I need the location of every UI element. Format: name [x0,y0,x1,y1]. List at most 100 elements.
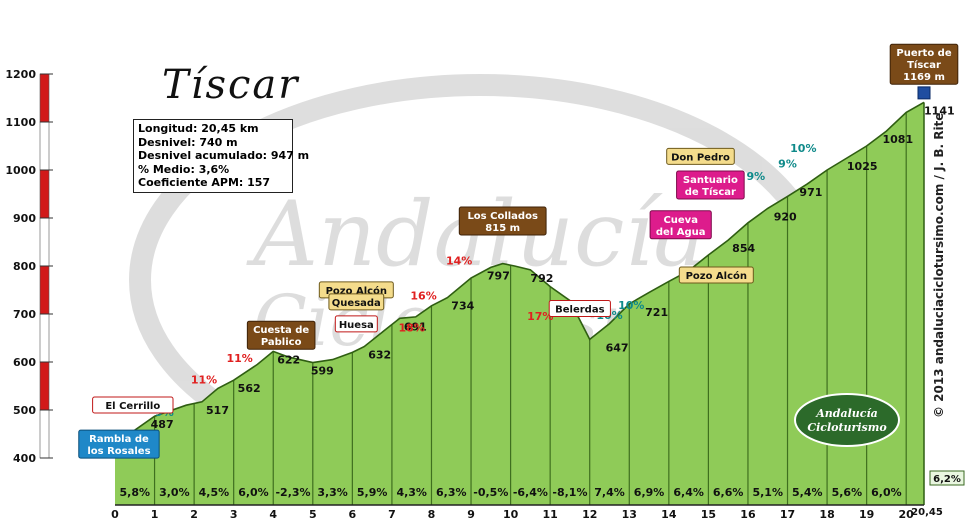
segment-grade: 7,4% [594,486,625,499]
place-label-box [458,206,547,236]
place-label-text: Los Collados [467,211,538,222]
x-tick-label: 5 [309,508,317,521]
altitude-label: 792 [530,272,553,285]
x-tick-label: 18 [819,508,834,521]
info-apm: Coeficiente APM: 157 [138,176,271,189]
x-tick-label: 11 [543,508,558,521]
profile-line [114,101,925,445]
altitude-label: 632 [368,349,391,362]
steep-grade-label: 16% [410,290,436,303]
altitude-label: 517 [206,404,229,417]
y-tick-label: 400 [13,452,36,465]
y-tick-label: 800 [13,260,36,273]
steep-grade-label: 11% [191,374,217,387]
summit-marker [917,86,931,100]
steep-grade-label: 10% [790,142,816,155]
altitude-label: 854 [732,242,755,255]
y-tick-label: 700 [13,308,36,321]
steep-grade-label: 14% [446,255,472,268]
chart-title: Tíscar [162,62,300,108]
altitude-label: 1141 [924,104,955,117]
info-drop: Desnivel: 740 m [138,135,238,149]
place-label-box [889,43,959,85]
y-tick-label: 1200 [5,68,36,81]
route-info-box: Longitud: 20,45 km Desnivel: 740 m Desni… [133,119,309,193]
info-length: Longitud: 20,45 km [138,122,259,135]
x-tick-label: 10 [503,508,519,521]
place-label-text: 815 m [485,223,520,234]
x-end-label: 20,45 [911,507,943,518]
altitude-label: 622 [277,353,300,366]
x-tick-label: 20 [899,508,915,521]
x-tick-label: 6 [349,508,357,521]
place-label-text: Puerto de [896,48,951,59]
altitude-label: 599 [311,364,334,377]
segment-grade: 6,6% [713,486,744,499]
place-label-text: 1169 m [903,72,945,83]
x-tick-label: 13 [622,508,637,521]
place-label-text: Belerdas [555,305,604,316]
segment-grade: 4,3% [396,486,427,499]
altitude-label: 734 [451,300,474,313]
segment-grade: 6,9% [634,486,665,499]
altitude-label: 562 [238,382,261,395]
place-label-text: Huesa [339,320,374,331]
altitude-bar-segment [39,217,50,267]
altitude-label: 721 [645,306,668,319]
x-tick-label: 9 [467,508,475,521]
place-label-text: Quesada [332,298,381,309]
x-tick-label: 0 [111,508,119,521]
x-tick-label: 2 [190,508,198,521]
altitude-label: 1025 [847,160,878,173]
logo-text-2: Cicloturismo [807,421,886,434]
place-label-box [676,170,745,200]
x-tick-label: 4 [269,508,277,521]
place-label-text: Santuario [683,175,738,186]
info-average: % Medio: 3,6% [138,162,230,176]
x-tick-label: 1 [151,508,159,521]
x-tick-label: 8 [428,508,436,521]
segment-grade: 5,9% [357,486,388,499]
segment-grade: 6,4% [673,486,704,499]
segment-grade: 6,3% [436,486,467,499]
place-label-text: Pablico [261,337,302,348]
altitude-bar-segment [39,121,50,171]
steep-grade-label: 11% [226,352,252,365]
segment-grade: 5,4% [792,486,823,499]
place-label-text: del Agua [656,227,706,238]
x-tick-label: 16 [740,508,756,521]
place-label-box [548,300,611,318]
place-label-text: los Rosales [87,446,150,457]
x-tick-label: 15 [701,508,716,521]
segment-grade: 6,0% [238,486,269,499]
place-label-text: Rambla de [89,434,149,445]
place-label-text: Pozo Alcón [686,270,747,282]
altitude-bar-segment [39,169,50,219]
altitude-bar-segment [39,409,50,459]
x-tick-label: 7 [388,508,396,521]
y-tick-label: 1100 [5,116,36,129]
segment-grade: 3,3% [317,486,348,499]
place-label-text: de Tíscar [685,186,736,198]
altitude-label: 691 [404,320,427,333]
profile-area [115,102,924,506]
altitude-label: 971 [799,186,822,199]
final-grade: 6,2% [933,474,961,485]
y-tick-label: 1000 [5,164,36,177]
steep-grade-label: 18% [399,321,425,334]
steep-grade-label: 9% [778,158,797,171]
place-label-text: Don Pedro [671,152,730,163]
segment-grade: -6,4% [513,486,548,499]
place-label-box [678,266,754,284]
place-label-text: Cueva [663,215,698,226]
segment-grade: -2,3% [275,486,310,499]
altitude-label: 1081 [883,133,914,146]
altitude-bar-segment [39,313,50,363]
segment-grade: 4,5% [199,486,230,499]
y-tick-label: 500 [13,404,36,417]
segment-grade: 3,0% [159,486,190,499]
segment-grade: -8,1% [552,486,587,499]
